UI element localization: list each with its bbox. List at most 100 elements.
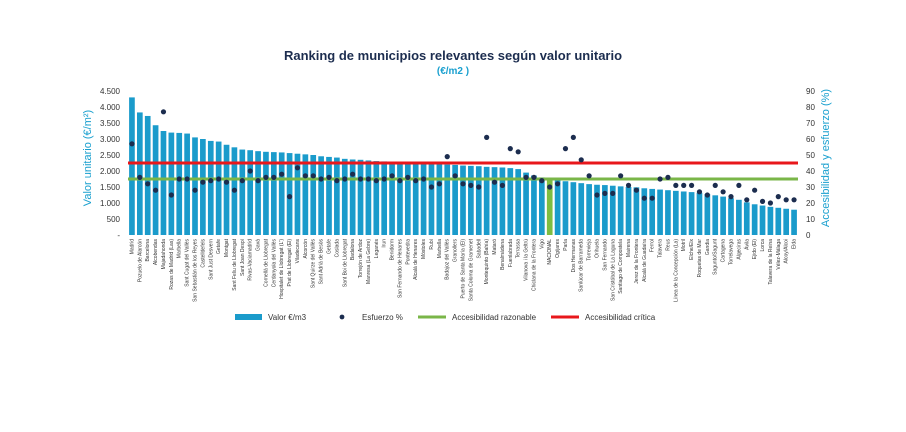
dot-sabadell (476, 184, 482, 190)
category-label: Pozuelo de Alarcón (137, 239, 143, 282)
bar-velez-malaga (775, 207, 782, 235)
dot-irun (381, 176, 387, 182)
category-label: Manresa (La Gebre) (366, 239, 372, 284)
bar-sant-joan-despi (239, 149, 246, 235)
category-label: Alcalá de Guadaíra (642, 239, 648, 282)
category-label: Viladecans (295, 239, 301, 264)
bar-mostoles (420, 163, 427, 235)
category-label: San Fernando de Henares (397, 239, 403, 298)
bar-sabadell (475, 166, 482, 235)
dot-rivas-vaciamadrid (247, 168, 253, 174)
category-label: Talavera (658, 239, 664, 258)
y-tick-label: 1.500 (100, 183, 121, 192)
dot-cornella-de-llobregat (263, 174, 269, 180)
dot-orihuela (594, 192, 600, 198)
y-tick-label: 3.000 (100, 135, 121, 144)
dot-getafe (326, 174, 332, 180)
category-label: Reus (665, 239, 671, 251)
category-label: Lorca (760, 239, 766, 252)
category-label: Vigo (539, 239, 545, 249)
dot-viladecans (294, 165, 301, 171)
dot-jerez-de-la-frontera (633, 187, 640, 193)
y-tick-label: - (117, 231, 120, 240)
category-label: Sabadell (476, 239, 482, 258)
dot-sagunto-sagunt (712, 182, 718, 188)
bar-dos-hermanas (570, 182, 577, 235)
dot-pozuelo-de-alarcon (137, 174, 143, 180)
category-label: Fuenlabrada (508, 239, 514, 267)
category-label: Sant Cugat del Vallès (185, 239, 191, 287)
category-label: Benalmádena (500, 239, 506, 270)
dot-elda (791, 197, 797, 203)
dot-elche-elx (688, 182, 695, 188)
category-label: Irun (382, 239, 388, 248)
dot-marbella (436, 181, 442, 187)
bar-badalona (349, 159, 356, 235)
bar-torrevieja (586, 184, 592, 235)
y2-tick-label: 40 (806, 167, 815, 176)
dot-mostoles (420, 176, 427, 182)
bar-talavera-de-la-reina (767, 206, 774, 235)
dot-sanlucar-de-barrameda (578, 157, 584, 163)
category-label: Hospitalet de Llobregat (L') (279, 239, 285, 299)
category-label: Alcoy/Alcoi (784, 239, 790, 263)
dot-barcelona (145, 181, 151, 187)
bar-getafe (326, 156, 332, 235)
dot-badalona (350, 171, 356, 177)
category-label: Vilanova i la Geltrú (524, 239, 530, 281)
category-label: Marbella (437, 239, 443, 258)
category-label: Torrejón de Ardoz (358, 239, 364, 279)
dot-granollers (452, 173, 458, 179)
y2-tick-label: 30 (806, 183, 815, 192)
dot-roquetas-de-mar (696, 189, 703, 195)
dot-montgat (223, 179, 230, 185)
bar-ferrol (649, 188, 656, 235)
bar-elche-elx (688, 192, 695, 235)
bar-hospitalet-de-llobregat-l (278, 152, 285, 235)
dot-benalmadena (499, 182, 506, 188)
category-label: Sant Joan Despí (240, 238, 246, 276)
bar-alcala-de-henares (412, 163, 419, 235)
dot-badajoz-del-valles (444, 154, 450, 160)
dot-san-sebastian-de-los-reyes (192, 187, 198, 193)
bar-motril (680, 191, 687, 235)
bar-rozas-de-madrid-las (168, 132, 175, 235)
bar-gava (255, 151, 261, 235)
bar-mataro (491, 167, 498, 235)
bar-lorca (759, 205, 766, 235)
y-tick-label: 4.000 (100, 103, 121, 112)
bar-pozuelo-de-alarcon (136, 112, 143, 235)
category-label: Leganés (374, 239, 380, 259)
dot-ejido-el (752, 187, 758, 193)
bar-manresa-la-gebre (365, 160, 372, 235)
bar-rivas-vaciamadrid (247, 150, 254, 235)
y2-tick-label: 80 (806, 103, 815, 112)
dot-torrevieja (586, 173, 592, 179)
dot-benidorm (389, 173, 395, 179)
category-label: Parla (563, 239, 569, 251)
dot-mairena (625, 182, 632, 188)
category-label: Alcobendas (153, 239, 159, 266)
bar-talavera (657, 189, 663, 235)
y-tick-label: 500 (107, 215, 121, 224)
y-tick-label: 3.500 (100, 119, 121, 128)
dot-montequinto-bahia (484, 134, 490, 140)
dot-santa-coloma-de-gramenet (468, 182, 474, 188)
category-label: Marbella (177, 239, 183, 258)
bar-majadahonda (160, 131, 167, 235)
dot-madrid (129, 141, 135, 147)
bar-granollers (452, 164, 458, 235)
category-label: Madrid (129, 239, 135, 255)
dots-layer (129, 109, 797, 206)
y2-tick-label: 50 (806, 151, 815, 160)
dot-dos-hermanas (570, 134, 576, 140)
bar-fuenlabrada (507, 168, 514, 235)
bar-sagunto-sagunt (712, 195, 719, 235)
bar-irun (381, 161, 388, 235)
dot-talavera-de-la-reina (767, 200, 774, 206)
dot-torrelavega (728, 194, 734, 200)
bar-montgat (223, 144, 230, 235)
category-label: Alcalá de Henares (413, 239, 419, 280)
y2-tick-label: 70 (806, 119, 815, 128)
bar-reus (665, 190, 671, 235)
